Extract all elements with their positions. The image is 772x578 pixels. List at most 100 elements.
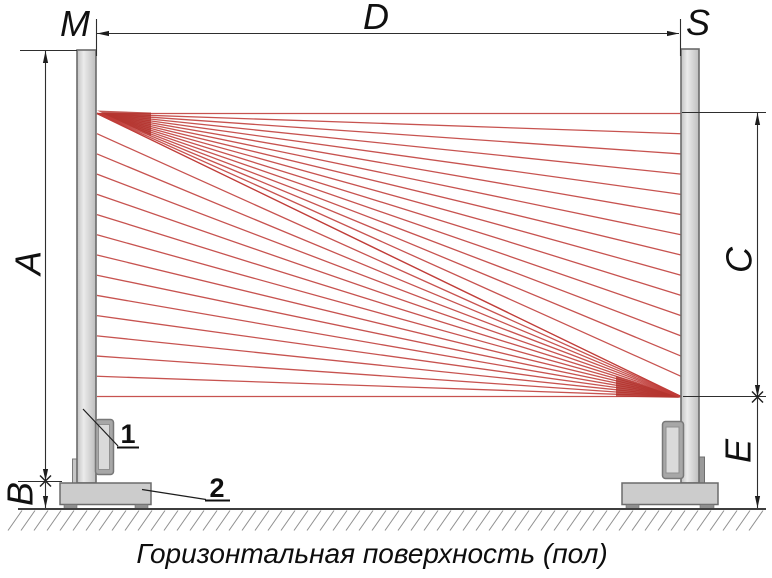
- beam-line: [96, 112, 682, 377]
- beam-line: [96, 234, 682, 398]
- hatch-stroke: [423, 510, 439, 531]
- hatch-stroke: [410, 510, 426, 531]
- emitter-label: M: [60, 3, 90, 44]
- hatch-stroke: [644, 510, 660, 531]
- hatch-stroke: [605, 510, 621, 531]
- hatch-stroke: [306, 510, 322, 531]
- beam-line: [96, 335, 682, 398]
- beam-line: [96, 355, 682, 398]
- beam-line: [96, 112, 682, 256]
- hatch-stroke: [319, 510, 335, 531]
- hatch-stroke: [72, 510, 88, 531]
- hatch-stroke: [722, 510, 738, 531]
- span-label: D: [363, 0, 389, 37]
- hatch-stroke: [514, 510, 530, 531]
- hatch-stroke: [579, 510, 595, 531]
- hatch-stroke: [488, 510, 504, 531]
- hatch-stroke: [358, 510, 374, 531]
- beam-line: [96, 112, 682, 135]
- hatch-stroke: [501, 510, 517, 531]
- hatch-stroke: [20, 510, 36, 531]
- hatch-stroke: [397, 510, 413, 531]
- beam-line: [96, 112, 682, 216]
- beam-line: [96, 112, 682, 155]
- beam-line: [96, 213, 682, 398]
- beam-line: [96, 314, 682, 398]
- hatch-stroke: [527, 510, 543, 531]
- hatch-stroke: [7, 510, 23, 531]
- hatch-stroke: [592, 510, 608, 531]
- beam-line: [96, 112, 682, 337]
- part2-number: 2: [209, 473, 224, 503]
- beam-line: [96, 294, 682, 398]
- beam-line: [96, 112, 682, 236]
- hatch-stroke: [254, 510, 270, 531]
- hatch-stroke: [228, 510, 244, 531]
- beam-line: [96, 112, 682, 398]
- hatch-stroke: [241, 510, 257, 531]
- beam-line: [96, 153, 682, 398]
- dim-c-arrow-down: [754, 385, 761, 397]
- hatch-stroke: [176, 510, 192, 531]
- hatch-stroke: [332, 510, 348, 531]
- hatch-stroke: [566, 510, 582, 531]
- beam-line: [96, 173, 682, 398]
- hatch-stroke: [670, 510, 686, 531]
- hatch-stroke: [150, 510, 166, 531]
- hatch-stroke: [748, 510, 764, 531]
- beam-wedge-receiver: [616, 376, 681, 398]
- hatch-stroke: [215, 510, 231, 531]
- dim-a-arrow-up: [42, 51, 49, 63]
- laser-beam-fans: [96, 112, 682, 398]
- dim-b-arrow-down: [42, 496, 49, 508]
- hatch-stroke: [163, 510, 179, 531]
- hatch-stroke: [657, 510, 673, 531]
- receiver-post: [680, 48, 700, 484]
- hatch-stroke: [540, 510, 556, 531]
- hatch-stroke: [436, 510, 452, 531]
- hatch-stroke: [280, 510, 296, 531]
- hatch-stroke: [85, 510, 101, 531]
- beam-line: [96, 112, 682, 297]
- hatch-stroke: [98, 510, 114, 531]
- beam-line: [96, 193, 682, 398]
- hatch-stroke: [137, 510, 153, 531]
- hatch-stroke: [553, 510, 569, 531]
- hatch-stroke: [449, 510, 465, 531]
- hatch-stroke: [475, 510, 491, 531]
- floor-caption: Горизонтальная поверхность (пол): [136, 538, 607, 569]
- receiver-device-panel: [665, 426, 680, 474]
- dim-e-arrow-down: [754, 496, 761, 508]
- dim-a-arrow-down: [42, 469, 49, 481]
- hatch-stroke: [618, 510, 634, 531]
- beam-line: [96, 375, 682, 398]
- beam-line: [96, 112, 682, 196]
- hatch-stroke: [59, 510, 75, 531]
- hatch-stroke: [345, 510, 361, 531]
- hatch-stroke: [683, 510, 699, 531]
- receiver-label: S: [686, 2, 710, 43]
- hatch-stroke: [371, 510, 387, 531]
- part2-leader-line: [141, 488, 207, 501]
- beam-line: [96, 254, 682, 398]
- hatch-stroke: [631, 510, 647, 531]
- beam-line: [96, 274, 682, 398]
- lowest-beam-label: E: [718, 438, 759, 463]
- hatch-stroke: [202, 510, 218, 531]
- beam-zone-label: C: [719, 246, 760, 273]
- hatch-stroke: [111, 510, 127, 531]
- beam-line: [96, 112, 682, 276]
- beam-line: [96, 112, 682, 317]
- beam-wedge-emitter: [97, 110, 151, 136]
- base-height-label: B: [0, 482, 41, 506]
- hatch-stroke: [462, 510, 478, 531]
- beam-line: [96, 133, 682, 398]
- beam-line: [96, 112, 682, 175]
- part1-leader-line: [82, 408, 119, 447]
- part1-number: 1: [120, 419, 135, 449]
- emitter-post: [76, 49, 97, 484]
- dim-d-arrow-left: [97, 30, 109, 37]
- hatch-stroke: [709, 510, 725, 531]
- left-base-plate: [59, 482, 152, 506]
